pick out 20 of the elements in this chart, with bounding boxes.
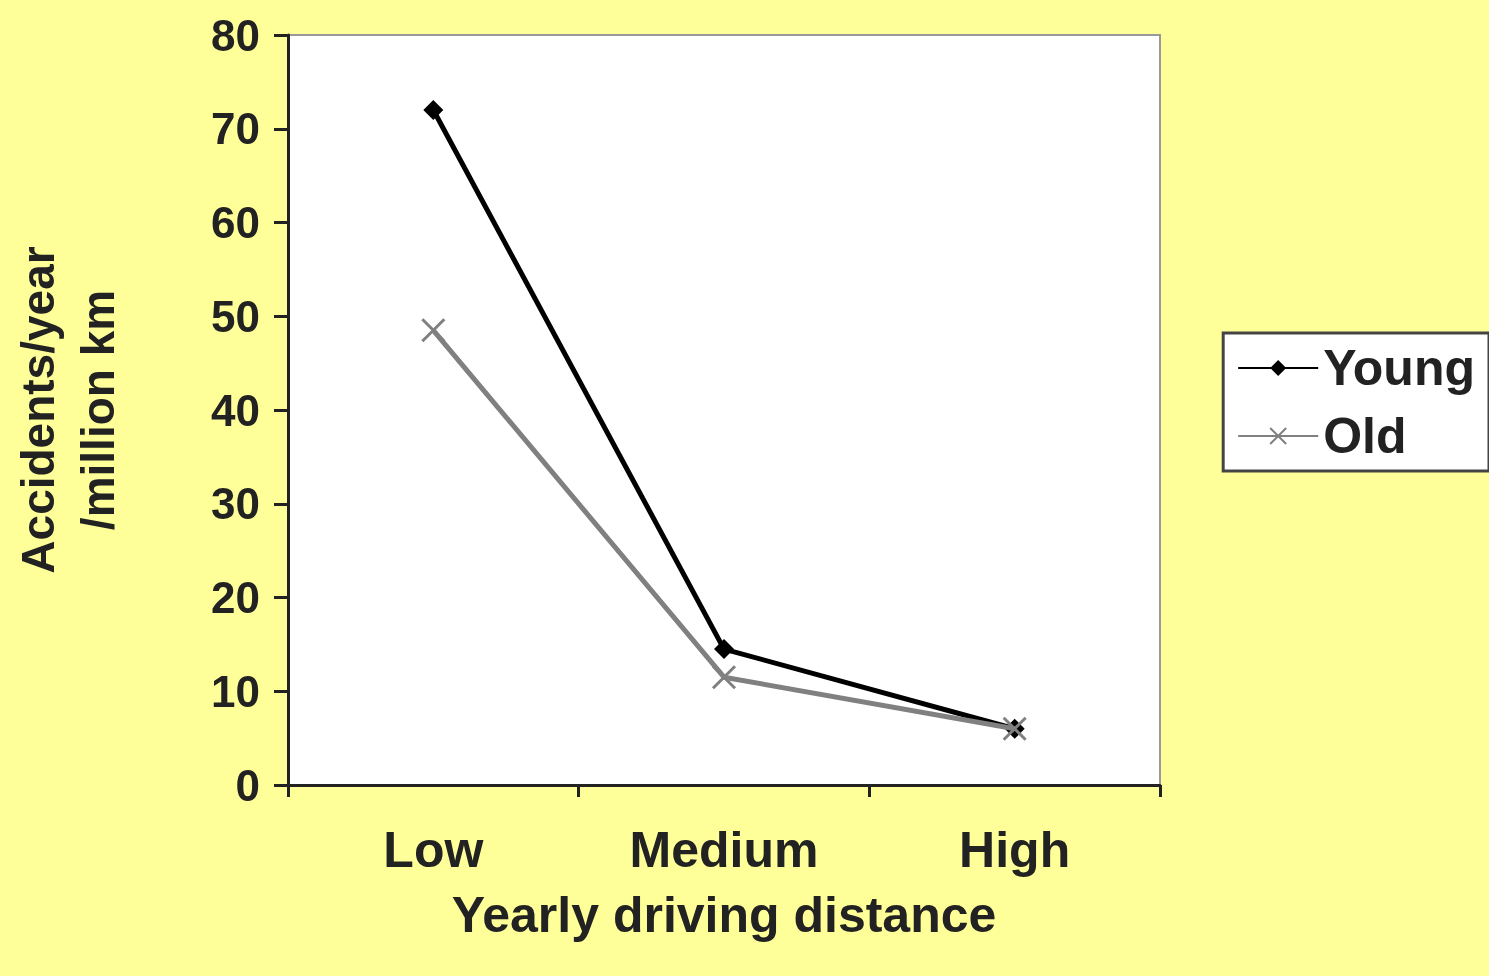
y-tick-label: 60 [211, 198, 260, 247]
y-tick-label: 50 [211, 291, 260, 341]
x-tick-label: Medium [629, 822, 819, 878]
y-axis-title: Accidents/year /million km [12, 246, 124, 574]
point [711, 664, 737, 690]
point [420, 317, 446, 343]
x-tick-label: High [959, 822, 1071, 878]
y-tick-label: 70 [211, 104, 260, 154]
y-tick-label: 10 [211, 666, 260, 716]
legend-label: Young [1323, 340, 1476, 396]
y-tick-label: 20 [211, 573, 260, 622]
y-tick-label: 40 [211, 385, 260, 435]
x-tick-label: Low [383, 822, 484, 878]
point [423, 100, 444, 120]
x-axis-title: Yearly driving distance [451, 887, 997, 943]
legend-label: Old [1323, 408, 1407, 464]
point [714, 639, 734, 660]
y-tick-label: 0 [235, 760, 260, 810]
y-tick-label: 80 [211, 10, 260, 60]
y-tick-label: 30 [211, 479, 260, 529]
